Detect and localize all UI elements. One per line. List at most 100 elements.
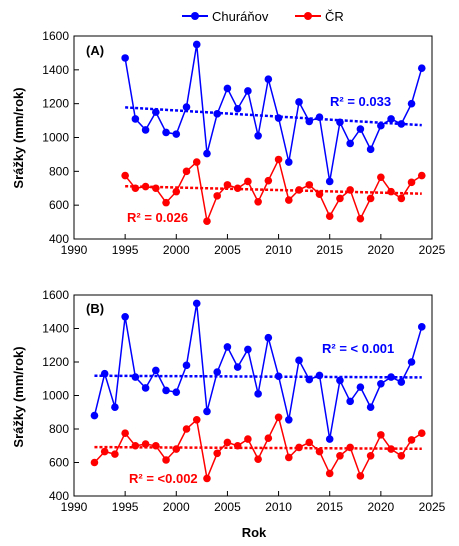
panel-a-plot-frame — [73, 35, 433, 240]
panel-b-point-cr — [366, 452, 375, 460]
panel-b-point-churanov — [346, 397, 354, 406]
panel-a-point-cr — [417, 171, 426, 180]
panel-a-point-cr — [223, 181, 232, 189]
panel-b-x-tick-label: 2015 — [316, 500, 343, 514]
panel-a-point-churanov — [417, 64, 426, 72]
panel-a-point-cr — [141, 182, 150, 191]
panel-b-series-line-churanov — [93, 303, 423, 440]
panel-b-point-churanov — [233, 363, 242, 371]
panel-a-point-churanov — [264, 75, 273, 83]
panel-b-trend-line-cr — [94, 445, 422, 451]
panel-b-point-churanov — [203, 407, 211, 416]
panel-a-point-cr — [397, 194, 406, 203]
panel-b-point-churanov — [387, 373, 395, 381]
panel-a-point-cr — [285, 196, 293, 204]
panel-a-point-churanov — [387, 115, 395, 123]
panel-a-point-churanov — [305, 117, 314, 126]
panel-a-point-cr — [274, 155, 283, 164]
legend-marker-churanov — [191, 12, 199, 20]
panel-b-x-tick-label: 2000 — [163, 500, 190, 514]
panel-b-point-churanov — [336, 376, 344, 385]
panel-b-point-cr — [295, 443, 303, 452]
panel-b-point-cr — [325, 469, 334, 478]
panel-a-point-cr — [192, 158, 201, 166]
panel-b-x-tick-label: 1995 — [112, 500, 139, 514]
panel-a-y-tick-label: 1400 — [42, 63, 69, 77]
panel-b-point-cr — [172, 445, 181, 453]
panel-b-point-cr — [192, 415, 201, 424]
panel-b-point-churanov — [244, 345, 252, 354]
panel-a-x-tick-label: 2010 — [265, 243, 292, 257]
panel-a-point-churanov — [131, 115, 140, 123]
panel-b-point-churanov — [417, 323, 426, 331]
panel-a-x-tick-label: 2015 — [316, 243, 343, 257]
panel-b-x-tick-label: 2020 — [368, 500, 395, 514]
panel-b-point-churanov — [141, 384, 150, 392]
panel-a-point-churanov — [325, 177, 334, 186]
panel-b-point-cr — [121, 429, 129, 437]
panel-b-point-churanov — [325, 435, 334, 443]
panel-a-point-cr — [244, 177, 252, 186]
panel-b: Srážky (mm/rok) (B) 400 600 800 1000 1200 140… — [11, 288, 446, 540]
panel-b-point-cr — [90, 458, 99, 467]
panel-b-y-tick-label: 1000 — [42, 389, 69, 403]
panel-a-point-cr — [152, 184, 160, 193]
panel-a-point-churanov — [346, 139, 354, 148]
panel-b-point-cr — [203, 474, 211, 483]
panel-a-point-cr — [387, 187, 395, 196]
panel-a-point-cr — [264, 176, 273, 185]
panel-a-point-churanov — [407, 99, 416, 108]
panel-b-point-churanov — [377, 379, 385, 388]
panel-b-point-cr — [407, 436, 416, 444]
panel-a-point-cr — [305, 181, 314, 189]
panel-a-point-churanov — [152, 108, 160, 116]
panel-b-point-churanov — [264, 333, 273, 342]
panel-a-y-tick-label: 1200 — [42, 97, 69, 111]
panel-a-point-cr — [346, 186, 354, 194]
panel-a-point-churanov — [213, 110, 221, 118]
panel-b-point-churanov — [397, 378, 406, 386]
panel-a-x-tick-label: 1995 — [112, 243, 139, 257]
panel-a-point-churanov — [377, 121, 385, 130]
panel-b-point-cr — [315, 447, 324, 456]
panel-b-x-axis-label: Rok — [242, 525, 267, 540]
panel-a-y-tick-label: 400 — [49, 232, 69, 246]
panel-b-point-cr — [141, 440, 150, 448]
panel-b-point-churanov — [305, 375, 314, 384]
panel-a-point-cr — [336, 194, 344, 203]
panel-b-point-cr — [182, 425, 191, 433]
panel-b-point-cr — [111, 450, 119, 458]
panel-a-point-churanov — [356, 125, 365, 133]
panel-b-point-churanov — [131, 373, 140, 381]
panel-a-point-churanov — [254, 132, 262, 140]
panel-b-point-cr — [305, 438, 314, 447]
panel-a-y-tick-label: 1000 — [42, 131, 69, 145]
panel-a-x-tick-label: 2005 — [214, 243, 241, 257]
legend-marker-cr — [304, 12, 312, 20]
panel-a-point-churanov — [233, 104, 242, 113]
panel-b-point-cr — [356, 472, 365, 480]
panel-b-r2-cr: R² = <0.002 — [129, 471, 198, 486]
panel-b-point-churanov — [356, 383, 365, 391]
panel-b-label: (B) — [86, 301, 104, 316]
panel-a-trend-line-churanov — [125, 106, 422, 127]
panel-b-point-churanov — [295, 356, 303, 365]
panel-a-point-churanov — [244, 87, 252, 95]
panel-a-y-tick-label: 600 — [49, 198, 69, 212]
panel-a-r2-cr: R² = 0.026 — [127, 210, 188, 225]
panel-a-point-churanov — [223, 84, 232, 93]
panel-b-y-tick-label: 1200 — [42, 355, 69, 369]
panel-a-point-cr — [356, 214, 365, 223]
panel-a-y-tick-label: 800 — [49, 164, 69, 178]
panel-b-point-churanov — [315, 371, 324, 380]
panel-b-series-line-cr — [93, 415, 423, 482]
panel-b-point-churanov — [366, 403, 375, 412]
panel-a-r2-churanov: R² = 0.033 — [330, 94, 391, 109]
panel-a-x-tick-label: 2025 — [419, 243, 446, 257]
panel-b-point-cr — [244, 435, 252, 443]
panel-b-point-churanov — [192, 299, 201, 308]
panel-a-point-cr — [315, 190, 324, 198]
panel-b-point-churanov — [90, 411, 99, 420]
panel-a-trend-line-cr — [125, 184, 422, 195]
panel-a-point-churanov — [162, 128, 170, 137]
